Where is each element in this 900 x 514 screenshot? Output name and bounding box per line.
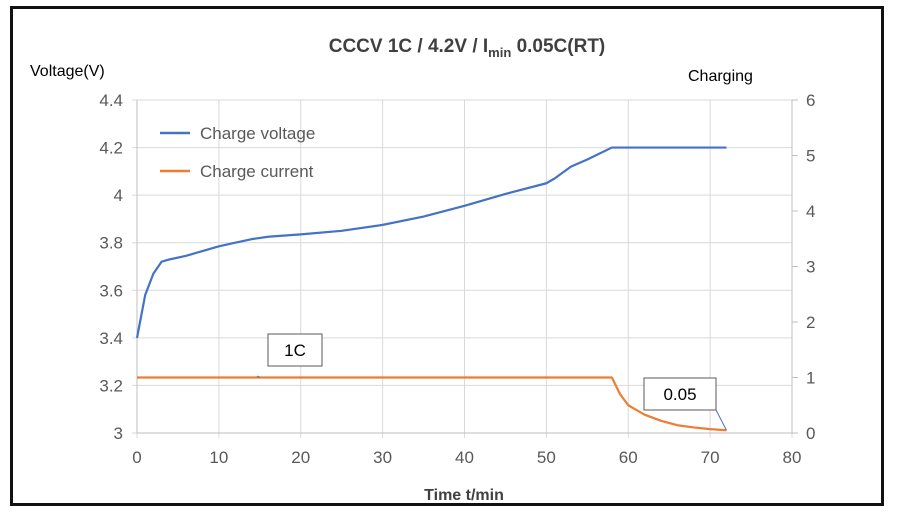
annotation-leader xyxy=(256,375,261,378)
x-tick-label: 40 xyxy=(455,448,474,467)
chart-title: CCCV 1C / 4.2V / Imin 0.05C(RT) xyxy=(329,36,606,60)
annotation-leader xyxy=(715,409,727,431)
y-tick-label: 4 xyxy=(114,186,123,205)
y2-tick-label: 0 xyxy=(806,424,815,443)
x-axis-label: Time t/min xyxy=(424,487,504,504)
y-tick-label: 3.2 xyxy=(99,376,123,395)
annotation-label: 0.05 xyxy=(663,385,696,404)
y2-tick-label: 4 xyxy=(806,202,815,221)
y2-tick-label: 2 xyxy=(806,313,815,332)
y2-tick-label: 6 xyxy=(806,91,815,110)
y-tick-label: 3.4 xyxy=(99,329,123,348)
y-tick-label: 4.2 xyxy=(99,139,123,158)
series-line-charge-voltage xyxy=(135,146,727,339)
x-tick-label: 30 xyxy=(373,448,392,467)
y-tick-label: 3.6 xyxy=(99,281,123,300)
y-tick-label: 4.4 xyxy=(99,91,123,110)
legend-label: Charge voltage xyxy=(200,124,315,143)
legend-label: Charge current xyxy=(200,162,314,181)
y2-tick-label: 1 xyxy=(806,369,815,388)
annotation-label: 1C xyxy=(284,341,306,360)
annotation-box xyxy=(643,377,717,411)
annotation-box xyxy=(267,333,323,367)
x-tick-label: 50 xyxy=(537,448,556,467)
chart-frame xyxy=(10,6,884,506)
x-tick-label: 70 xyxy=(701,448,720,467)
y2-axis-label: Charging xyxy=(688,68,753,85)
y2-tick-label: 3 xyxy=(806,258,815,277)
y-axis-label: Voltage(V) xyxy=(30,63,105,80)
x-tick-label: 60 xyxy=(619,448,638,467)
series-line-charge-current xyxy=(137,376,727,432)
y-tick-label: 3.8 xyxy=(99,234,123,253)
x-tick-label: 0 xyxy=(132,448,141,467)
x-tick-label: 20 xyxy=(291,448,310,467)
y-tick-label: 3 xyxy=(114,424,123,443)
y2-tick-label: 5 xyxy=(806,147,815,166)
x-tick-label: 80 xyxy=(783,448,802,467)
x-tick-label: 10 xyxy=(209,448,228,467)
